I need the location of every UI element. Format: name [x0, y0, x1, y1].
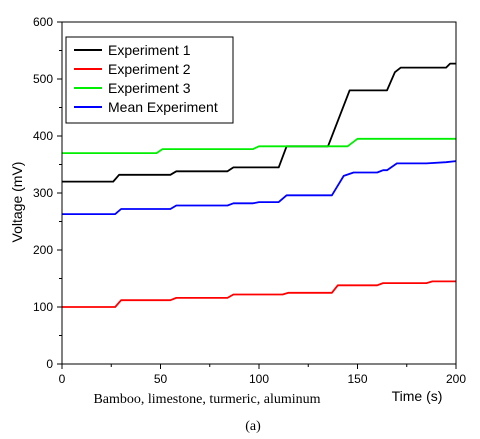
plot-area	[62, 62, 457, 308]
legend-label-1: Experiment 1	[108, 42, 191, 58]
x-tick-label: 100	[249, 372, 269, 386]
series-line-2	[62, 280, 456, 308]
x-tick-label: 150	[347, 372, 367, 386]
y-tick-label: 400	[33, 129, 53, 143]
y-tick-label: 300	[33, 186, 53, 200]
series-line-4	[62, 160, 457, 215]
y-tick-label: 500	[33, 72, 53, 86]
y-tick-label: 100	[33, 300, 53, 314]
y-tick-label: 0	[46, 357, 53, 371]
axes: 0 50 100 150 200 0 100 200 300 400 500 600	[33, 15, 466, 386]
legend-label-2: Experiment 2	[108, 61, 191, 77]
x-tick-label: 200	[446, 372, 466, 386]
chart-caption: (a)	[245, 419, 261, 434]
x-tick-label: 0	[59, 372, 66, 386]
series-line-3	[62, 137, 456, 154]
x-axis-title: Time (s)	[392, 388, 443, 404]
legend-box	[65, 36, 234, 124]
legend-label-4: Mean Experiment	[108, 99, 218, 115]
y-tick-label: 600	[33, 15, 53, 29]
x-tick-label: 50	[154, 372, 168, 386]
y-axis-title: Voltage (mV)	[9, 162, 25, 243]
legend: Experiment 1 Experiment 2 Experiment 3 Mean…	[65, 36, 234, 124]
y-tick-label: 200	[33, 243, 53, 257]
legend-label-3: Experiment 3	[108, 80, 191, 96]
chart-annotation: Bamboo, limestone, turmeric, aluminum	[93, 392, 320, 407]
